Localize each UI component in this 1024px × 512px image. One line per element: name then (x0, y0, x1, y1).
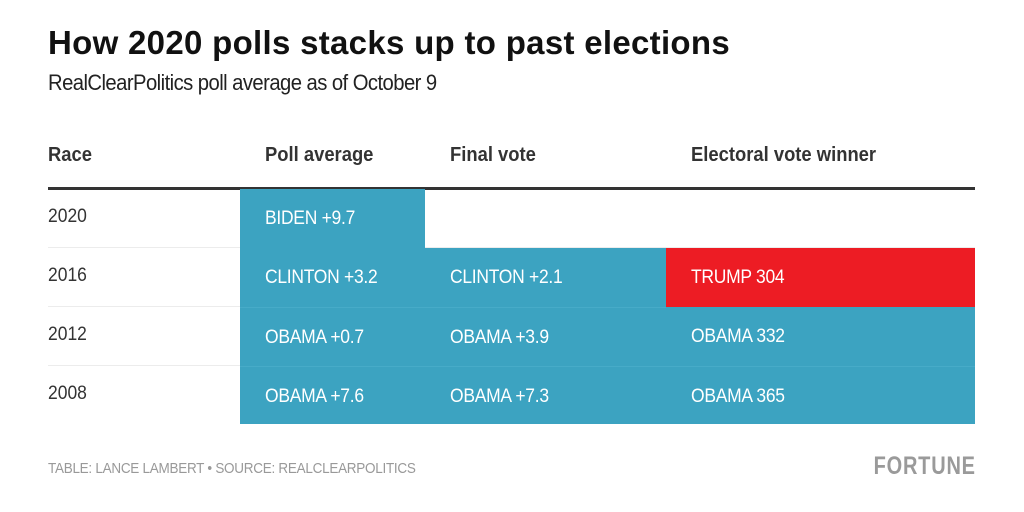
column-header-electoral-winner: Electoral vote winner (691, 144, 877, 166)
race-year: 2012 (48, 324, 87, 345)
table-row: 2008 OBAMA +7.6 OBAMA +7.3 OBAMA 365 (48, 366, 975, 425)
final-vote-cell: CLINTON +2.1 (425, 248, 666, 307)
results-table: Race Poll average Final vote Electoral v… (48, 130, 975, 424)
poll-average-cell: BIDEN +9.7 (240, 189, 425, 248)
chart-subtitle: RealClearPolitics poll average as of Oct… (48, 70, 437, 95)
final-vote-cell: OBAMA +7.3 (425, 366, 666, 424)
table-row: 2020 BIDEN +9.7 (48, 189, 975, 248)
poll-average-cell: OBAMA +0.7 (240, 307, 425, 366)
electoral-winner-cell: TRUMP 304 (666, 248, 975, 307)
source-credit: TABLE: LANCE LAMBERT • SOURCE: REALCLEAR… (48, 460, 416, 477)
column-header-race: Race (48, 144, 92, 166)
column-header-poll-average: Poll average (265, 144, 374, 166)
race-year: 2008 (48, 383, 87, 404)
column-header-final-vote: Final vote (450, 144, 536, 166)
race-year: 2020 (48, 206, 87, 227)
chart-title: How 2020 polls stacks up to past electio… (48, 24, 730, 61)
race-year: 2016 (48, 265, 87, 286)
poll-average-cell: OBAMA +7.6 (240, 366, 425, 424)
final-vote-cell: OBAMA +3.9 (425, 307, 666, 366)
table-row: 2016 CLINTON +3.2 CLINTON +2.1 TRUMP 304 (48, 248, 975, 307)
electoral-winner-cell: OBAMA 332 (666, 307, 975, 366)
row-divider (48, 247, 975, 248)
table-row: 2012 OBAMA +0.7 OBAMA +3.9 OBAMA 332 (48, 307, 975, 366)
header-rule (48, 187, 975, 190)
electoral-winner-cell: OBAMA 365 (666, 366, 975, 424)
poll-average-cell: CLINTON +3.2 (240, 248, 425, 307)
fortune-logo: FORTUNE (873, 452, 976, 480)
